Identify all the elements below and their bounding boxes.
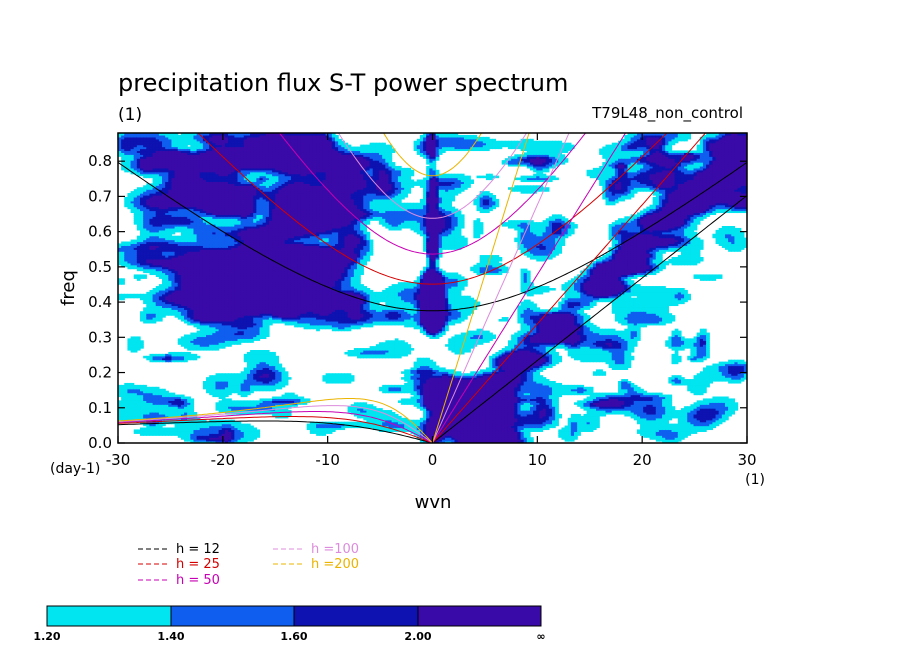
contour-cell (197, 356, 201, 359)
chart-subtitle-right: T79L48_non_control (591, 104, 743, 123)
contour-cell (143, 274, 147, 277)
contour-cell (140, 340, 144, 343)
contour-cell (137, 336, 141, 339)
contour-cell (193, 412, 197, 415)
spectral-power-contours (118, 131, 748, 444)
contour-cell (190, 398, 194, 401)
contour-cell (121, 278, 125, 281)
chart-title: precipitation flux S-T power spectrum (118, 69, 568, 97)
chart-subtitle-left: (1) (118, 105, 142, 125)
